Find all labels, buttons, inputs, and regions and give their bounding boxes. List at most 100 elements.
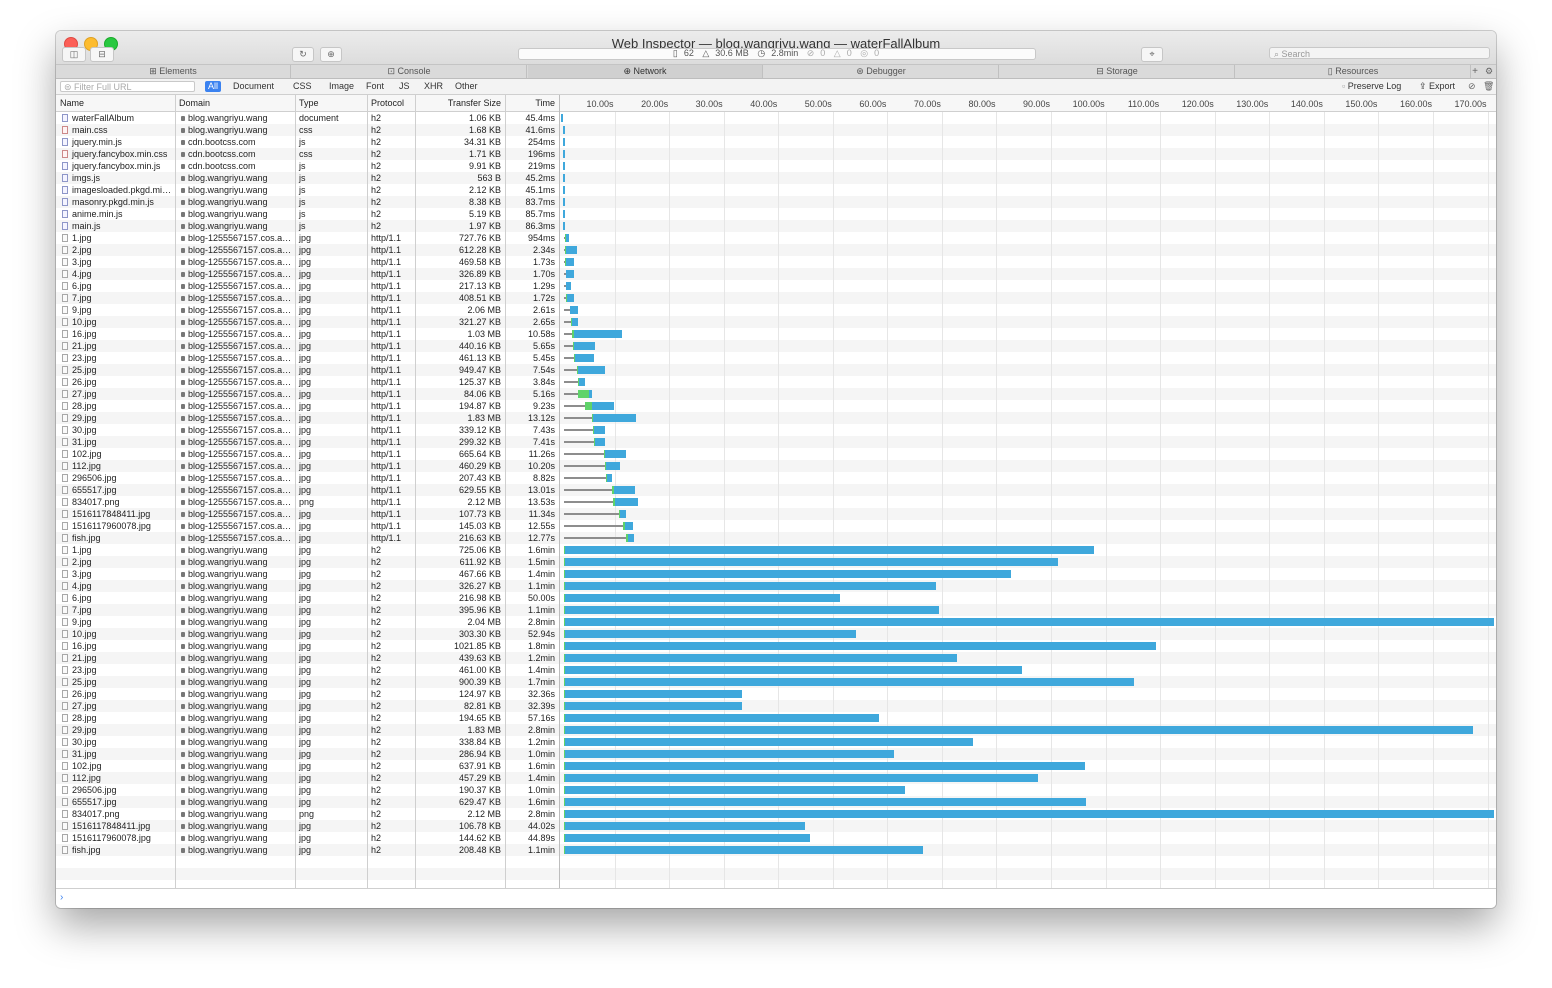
column-header-type[interactable]: Type	[299, 98, 319, 108]
filter-type-document[interactable]: Document	[233, 81, 275, 91]
total-time[interactable]: 2.8min	[771, 48, 799, 58]
table-row[interactable]: 28.jpg blog-1255567157.cos.ap-shanghai.my…	[56, 400, 1496, 412]
table-row[interactable]: 9.jpg blog.wangriyu.wang jpg h2 2.04 MB 2.8mi…	[56, 616, 1496, 628]
filter-type-xhr[interactable]: XHR	[424, 81, 444, 91]
filter-type-font[interactable]: Font	[366, 81, 385, 91]
column-divider[interactable]	[295, 95, 296, 888]
table-row[interactable]: 296506.jpg blog.wangriyu.wang jpg h2 190.37 …	[56, 784, 1496, 796]
table-row[interactable]: 102.jpg blog-1255567157.cos.ap-shanghai.m…	[56, 448, 1496, 460]
table-row[interactable]: 30.jpg blog.wangriyu.wang jpg h2 338.84 KB 1.…	[56, 736, 1496, 748]
table-row[interactable]: 23.jpg blog.wangriyu.wang jpg h2 461.00 KB 1.…	[56, 664, 1496, 676]
table-row[interactable]: 112.jpg blog-1255567157.cos.ap-shanghai.m…	[56, 460, 1496, 472]
table-row[interactable]: 112.jpg blog.wangriyu.wang jpg h2 457.29 KB 1…	[56, 772, 1496, 784]
split-toggle-button[interactable]: ⊟	[90, 47, 114, 62]
table-row[interactable]: 1516117848411.jpg blog.wangriyu.wang jpg h2…	[56, 820, 1496, 832]
filter-type-other[interactable]: Other	[455, 81, 478, 91]
column-divider[interactable]	[415, 95, 416, 888]
column-header-domain[interactable]: Domain	[179, 98, 211, 108]
table-row[interactable]: 7.jpg blog-1255567157.cos.ap-shanghai.myq…	[56, 292, 1496, 304]
tab-debugger[interactable]: ⊛ Debugger	[764, 65, 999, 78]
table-row[interactable]: 29.jpg blog.wangriyu.wang jpg h2 1.83 MB 2.8m…	[56, 724, 1496, 736]
column-divider[interactable]	[367, 95, 368, 888]
filter-type-css[interactable]: CSS	[293, 81, 312, 91]
table-row[interactable]: 27.jpg blog.wangriyu.wang jpg h2 82.81 KB 32.…	[56, 700, 1496, 712]
table-row[interactable]: masonry.pkgd.min.js blog.wangriyu.wang js h…	[56, 196, 1496, 208]
warnings-count[interactable]: 0	[846, 48, 852, 58]
column-divider[interactable]	[559, 95, 560, 888]
table-row[interactable]: 1516117960078.jpg blog-1255567157.cos.ap-…	[56, 520, 1496, 532]
export-button[interactable]: ⇪ Export	[1419, 81, 1455, 92]
table-row[interactable]: 16.jpg blog-1255567157.cos.ap-shanghai.my…	[56, 328, 1496, 340]
table-row[interactable]: 25.jpg blog-1255567157.cos.ap-shanghai.my…	[56, 364, 1496, 376]
reload-button[interactable]: ↻	[292, 47, 314, 62]
table-row[interactable]: anime.min.js blog.wangriyu.wang js h2 5.19 K…	[56, 208, 1496, 220]
table-row[interactable]: fish.jpg blog.wangriyu.wang jpg h2 208.48 KB…	[56, 844, 1496, 856]
column-header-transfer-size[interactable]: Transfer Size	[447, 98, 501, 108]
table-row[interactable]: fish.jpg blog-1255567157.cos.ap-shanghai.…	[56, 532, 1496, 544]
table-row[interactable]: 4.jpg blog-1255567157.cos.ap-shanghai.myq…	[56, 268, 1496, 280]
column-header-time[interactable]: Time	[535, 98, 555, 108]
table-row[interactable]: 2.jpg blog.wangriyu.wang jpg h2 611.92 KB 1.5…	[56, 556, 1496, 568]
table-row[interactable]: 1516117960078.jpg blog.wangriyu.wang jpg h2…	[56, 832, 1496, 844]
table-row[interactable]: 1.jpg blog.wangriyu.wang jpg h2 725.06 KB 1.6…	[56, 544, 1496, 556]
tab-network[interactable]: ⊕ Network	[528, 65, 763, 78]
table-row[interactable]: 10.jpg blog.wangriyu.wang jpg h2 303.30 KB 52…	[56, 628, 1496, 640]
column-header-name[interactable]: Name	[60, 98, 85, 108]
table-row[interactable]: 9.jpg blog-1255567157.cos.ap-shanghai.myq…	[56, 304, 1496, 316]
table-row[interactable]: waterFallAlbum blog.wangriyu.wang document…	[56, 112, 1496, 124]
tab-console[interactable]: ⊡ Console	[292, 65, 527, 78]
table-row[interactable]: 1.jpg blog-1255567157.cos.ap-shanghai.myq…	[56, 232, 1496, 244]
quick-console-prompt[interactable]: ›	[56, 888, 1496, 908]
table-row[interactable]: 25.jpg blog.wangriyu.wang jpg h2 900.39 KB 1.…	[56, 676, 1496, 688]
disable-cache-button[interactable]: ⊘	[1468, 81, 1476, 92]
table-row[interactable]: 4.jpg blog.wangriyu.wang jpg h2 326.27 KB 1.1…	[56, 580, 1496, 592]
table-row[interactable]: 21.jpg blog.wangriyu.wang jpg h2 439.63 KB 1.…	[56, 652, 1496, 664]
errors-count[interactable]: 0	[820, 48, 826, 58]
table-row[interactable]: 296506.jpg blog-1255567157.cos.ap-shangha…	[56, 472, 1496, 484]
preserve-log-toggle[interactable]: ▫ Preserve Log	[1342, 81, 1401, 92]
table-row[interactable]: 102.jpg blog.wangriyu.wang jpg h2 637.91 KB 1…	[56, 760, 1496, 772]
table-row[interactable]: 31.jpg blog-1255567157.cos.ap-shanghai.my…	[56, 436, 1496, 448]
total-size[interactable]: 30.6 MB	[715, 48, 749, 58]
column-divider[interactable]	[175, 95, 176, 888]
table-row[interactable]: main.js blog.wangriyu.wang js h2 1.97 KB 86.3…	[56, 220, 1496, 232]
filter-type-all[interactable]: All	[205, 81, 222, 92]
table-row[interactable]: 655517.jpg blog.wangriyu.wang jpg h2 629.47 …	[56, 796, 1496, 808]
column-header-protocol[interactable]: Protocol	[371, 98, 405, 108]
new-tab-button[interactable]: +	[1468, 65, 1482, 78]
table-row[interactable]: 6.jpg blog-1255567157.cos.ap-shanghai.myq…	[56, 280, 1496, 292]
table-row[interactable]: imgs.js blog.wangriyu.wang js h2 563 B 45.2ms	[56, 172, 1496, 184]
table-row[interactable]: 21.jpg blog-1255567157.cos.ap-shanghai.my…	[56, 340, 1496, 352]
clear-log-button[interactable]: 🗑	[1483, 81, 1494, 92]
table-row[interactable]: 1516117848411.jpg blog-1255567157.cos.ap-…	[56, 508, 1496, 520]
table-row[interactable]: 31.jpg blog.wangriyu.wang jpg h2 286.94 KB 1.…	[56, 748, 1496, 760]
table-row[interactable]: 26.jpg blog.wangriyu.wang jpg h2 124.97 KB 32…	[56, 688, 1496, 700]
column-divider[interactable]	[505, 95, 506, 888]
table-row[interactable]: jquery.fancybox.min.css cdn.bootcss.com cs…	[56, 148, 1496, 160]
table-row[interactable]: 27.jpg blog-1255567157.cos.ap-shanghai.my…	[56, 388, 1496, 400]
table-row[interactable]: 3.jpg blog-1255567157.cos.ap-shanghai.myq…	[56, 256, 1496, 268]
settings-button[interactable]: ⚙	[1482, 65, 1496, 78]
download-button[interactable]: ⊕	[320, 47, 342, 62]
table-row[interactable]: jquery.min.js cdn.bootcss.com js h2 34.31 KB…	[56, 136, 1496, 148]
inspect-element-button[interactable]: ⌖	[1141, 47, 1163, 62]
table-row[interactable]: 655517.jpg blog-1255567157.cos.ap-shangha…	[56, 484, 1496, 496]
table-row[interactable]: 834017.png blog.wangriyu.wang png h2 2.12 MB…	[56, 808, 1496, 820]
search-field[interactable]: ⌕ Search	[1269, 47, 1490, 59]
table-row[interactable]: 2.jpg blog-1255567157.cos.ap-shanghai.myq…	[56, 244, 1496, 256]
table-row[interactable]: main.css blog.wangriyu.wang css h2 1.68 KB 41…	[56, 124, 1496, 136]
filter-type-js[interactable]: JS	[399, 81, 410, 91]
table-row[interactable]: jquery.fancybox.min.js cdn.bootcss.com js h…	[56, 160, 1496, 172]
table-row[interactable]: 30.jpg blog-1255567157.cos.ap-shanghai.my…	[56, 424, 1496, 436]
logs-count[interactable]: 0	[874, 48, 880, 58]
table-row[interactable]: 16.jpg blog.wangriyu.wang jpg h2 1021.85 KB 1…	[56, 640, 1496, 652]
table-row[interactable]: 28.jpg blog.wangriyu.wang jpg h2 194.65 KB 57…	[56, 712, 1496, 724]
table-row[interactable]: 6.jpg blog.wangriyu.wang jpg h2 216.98 KB 50.…	[56, 592, 1496, 604]
table-row[interactable]: 10.jpg blog-1255567157.cos.ap-shanghai.my…	[56, 316, 1496, 328]
dock-toggle-button[interactable]: ◫	[62, 47, 86, 62]
tab-elements[interactable]: ⊞ Elements	[56, 65, 291, 78]
tab-storage[interactable]: ⊟ Storage	[1000, 65, 1235, 78]
table-row[interactable]: 23.jpg blog-1255567157.cos.ap-shanghai.my…	[56, 352, 1496, 364]
table-row[interactable]: imagesloaded.pkgd.min.js blog.wangriyu.wa…	[56, 184, 1496, 196]
table-row[interactable]: 3.jpg blog.wangriyu.wang jpg h2 467.66 KB 1.4…	[56, 568, 1496, 580]
